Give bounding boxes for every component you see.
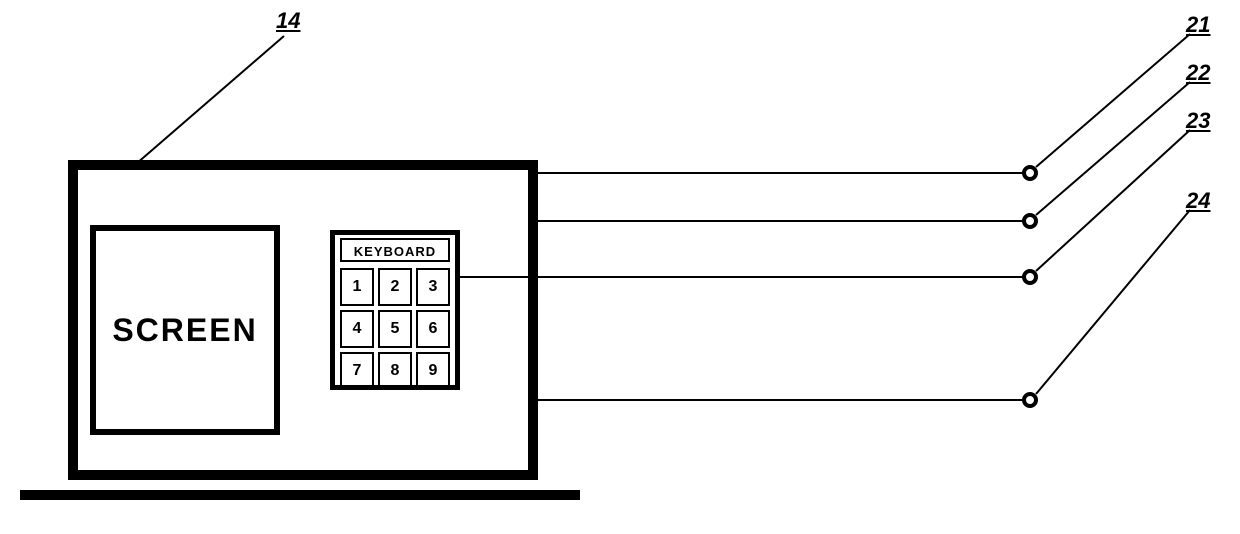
callout-marker-24 bbox=[1022, 392, 1038, 408]
callout-marker-23 bbox=[1022, 269, 1038, 285]
callout-label-24: 24 bbox=[1186, 188, 1210, 214]
callout-marker-21 bbox=[1022, 165, 1038, 181]
callout-label-23: 23 bbox=[1186, 108, 1210, 134]
callout-label-21: 21 bbox=[1186, 12, 1210, 38]
callout-marker-22 bbox=[1022, 213, 1038, 229]
callout-lines-svg bbox=[0, 0, 1240, 534]
callout-label-22: 22 bbox=[1186, 60, 1210, 86]
